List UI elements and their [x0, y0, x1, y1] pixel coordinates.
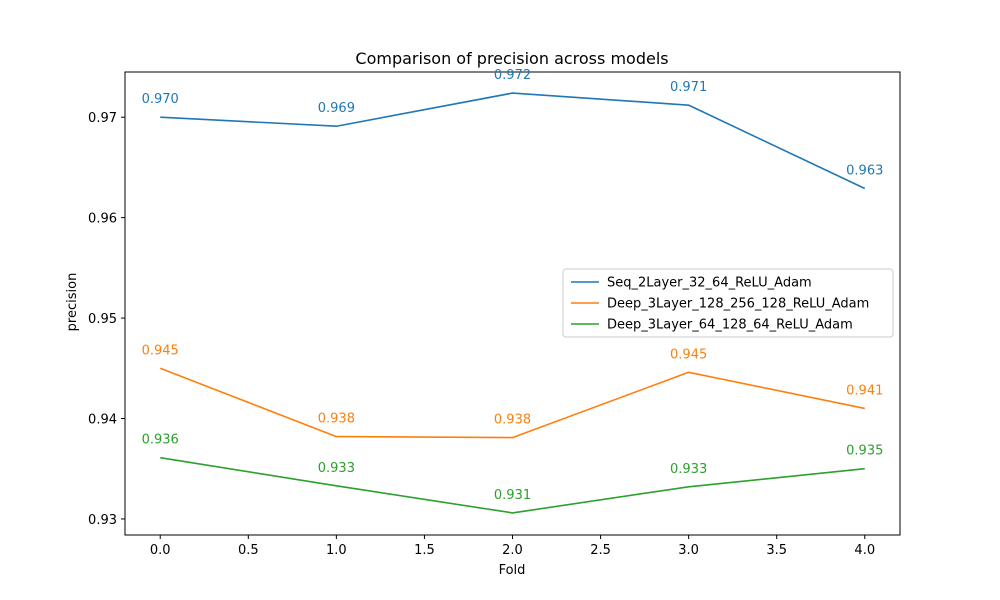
data-label: 0.933: [318, 461, 355, 476]
y-tick-label: 0.96: [88, 212, 117, 227]
data-label: 0.938: [318, 412, 355, 427]
data-label: 0.971: [670, 80, 707, 95]
x-axis: 0.0 0.5 1.0 1.5 2.0 2.5 3.0 3.5 4.0: [150, 535, 875, 558]
data-labels-layer: 0.970 0.969 0.972 0.971 0.963 0.945 0.938 0.938…: [142, 68, 884, 503]
legend-entry-2: Deep_3Layer_128_256_128_ReLU_Adam: [607, 297, 869, 312]
x-tick-label: 2.0: [502, 543, 523, 558]
data-label: 0.936: [142, 433, 179, 448]
data-label: 0.970: [142, 92, 179, 107]
x-tick-label: 4.0: [854, 543, 875, 558]
data-label: 0.933: [670, 462, 707, 477]
legend: Seq_2Layer_32_64_ReLU_Adam Deep_3Layer_12…: [562, 268, 894, 338]
series-line-3: [160, 456, 865, 514]
y-tick-label: 0.97: [88, 111, 117, 126]
data-label: 0.945: [670, 347, 707, 362]
x-tick-label: 2.5: [590, 543, 611, 558]
data-label: 0.935: [846, 444, 883, 459]
series-line-2: [159, 367, 865, 439]
y-tick-label: 0.93: [88, 513, 117, 528]
legend-entry-1: Seq_2Layer_32_64_ReLU_Adam: [607, 276, 812, 291]
y-axis: 0.93 0.94 0.95 0.96 0.97: [88, 111, 125, 528]
chart-title: Comparison of precision across models: [355, 49, 668, 68]
series-layer: [159, 92, 866, 514]
legend-box: [562, 268, 894, 338]
x-tick-label: 3.0: [678, 543, 699, 558]
legend-entry-3: Deep_3Layer_64_128_64_ReLU_Adam: [607, 318, 853, 333]
data-label: 0.969: [318, 101, 355, 116]
y-tick-label: 0.95: [88, 312, 117, 327]
y-tick-label: 0.94: [88, 412, 117, 427]
data-label: 0.931: [494, 488, 531, 503]
data-label: 0.941: [846, 383, 883, 398]
series-line-1: [160, 92, 866, 190]
x-tick-label: 0.0: [150, 543, 171, 558]
x-tick-label: 1.5: [414, 543, 435, 558]
y-axis-label: precision: [65, 273, 80, 332]
x-tick-label: 1.0: [326, 543, 347, 558]
x-tick-label: 3.5: [766, 543, 787, 558]
x-tick-label: 0.5: [238, 543, 259, 558]
x-axis-label: Fold: [499, 563, 526, 578]
data-label: 0.972: [494, 68, 531, 83]
data-label: 0.963: [846, 164, 883, 179]
data-label: 0.945: [142, 343, 179, 358]
data-label: 0.938: [494, 413, 531, 428]
